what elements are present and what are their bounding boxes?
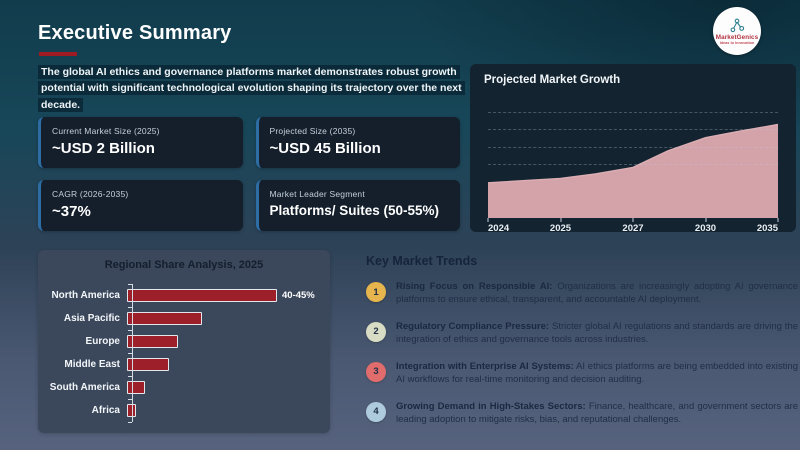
stat-card-leader-segment: Market Leader Segment Platforms/ Suites …: [255, 180, 460, 231]
gridline: [488, 146, 778, 148]
gridline: [488, 164, 778, 166]
bar-row: Asia Pacific: [38, 307, 330, 330]
stat-label: Current Market Size (2025): [52, 126, 160, 136]
bar-row: North America 40-45%: [38, 284, 330, 307]
x-tick-mark: [560, 218, 561, 222]
gridline: [488, 112, 778, 114]
trends-heading: Key Market Trends: [366, 254, 478, 268]
axis-tick-mark: [128, 284, 132, 285]
x-axis-label: 2024: [488, 223, 510, 234]
x-axis-label: 2027: [622, 223, 644, 234]
stat-card-current-size: Current Market Size (2025) ~USD 2 Billio…: [38, 117, 243, 168]
bar: [127, 358, 169, 371]
axis-tick-mark: [128, 376, 132, 377]
bar-track: [126, 399, 330, 422]
bar-track: [126, 376, 330, 399]
bar-category-label: Middle East: [64, 359, 120, 370]
gridline: [488, 128, 778, 130]
bar-category-label: Africa: [91, 405, 120, 416]
title-underline-accent: [39, 52, 77, 56]
marketgenics-logo: MarketGenics Ideas to Innovation: [713, 7, 761, 55]
trend-item-2: 2 Regulatory Compliance Pressure: Strict…: [366, 320, 798, 347]
trend-item-1: 1 Rising Focus on Responsible AI: Organi…: [366, 280, 798, 307]
regional-share-panel: Regional Share Analysis, 2025 North Amer…: [38, 250, 330, 433]
x-tick-mark: [487, 218, 489, 222]
trend-number-badge: 4: [366, 401, 386, 422]
bar-chart-rows: North America 40-45% Asia Pacific Europe Mid…: [38, 284, 330, 422]
x-tick-mark: [705, 218, 706, 222]
bar-data-label: 40-45%: [282, 290, 315, 301]
x-axis-label: 2030: [694, 223, 717, 234]
bar-category-label: North America: [51, 290, 120, 301]
bar-track: [126, 330, 330, 353]
bar-row: Africa: [38, 399, 330, 422]
bar: [127, 335, 178, 348]
x-axis-label: 2025: [549, 223, 572, 234]
key-market-trends-section: Key Market Trends 1 Rising Focus on Resp…: [366, 254, 798, 440]
stat-card-cagr: CAGR (2026-2035) ~37%: [38, 180, 243, 231]
stat-label: Market Leader Segment: [269, 189, 365, 199]
page-title: Executive Summary: [38, 22, 232, 44]
x-tick-mark: [632, 218, 634, 222]
bar-row: Middle East: [38, 353, 330, 376]
trend-item-3: 3 Integration with Enterprise AI Systems…: [366, 360, 798, 387]
bar-track: [126, 353, 330, 376]
growth-chart-title: Projected Market Growth: [484, 74, 621, 86]
axis-tick-mark: [128, 353, 132, 354]
intro-paragraph: The global AI ethics and governance plat…: [38, 64, 470, 113]
bar-category-label: South America: [49, 382, 120, 393]
trend-number-badge: 3: [366, 361, 386, 382]
bar: [127, 312, 202, 325]
bar-category-label: Asia Pacific: [63, 313, 120, 324]
projected-market-growth-panel: Projected Market Growth 2024 2025 2027 2030…: [470, 64, 796, 234]
area-top-line: [488, 125, 778, 183]
trend-text: Regulatory Compliance Pressure: Stricter…: [396, 320, 799, 346]
trend-number-badge: 1: [366, 282, 386, 302]
x-axis-label: 2035: [756, 223, 778, 234]
area-chart-x-axis: 2024 2025 2027 2030 2035: [487, 218, 779, 236]
axis-tick-mark: [128, 399, 132, 400]
stat-value: ~USD 45 Billion: [269, 140, 381, 157]
trend-item-4: 4 Growing Demand in High-Stakes Sectors:…: [366, 400, 798, 427]
area-chart-plot: [488, 108, 778, 218]
bar-category-label: Europe: [85, 336, 120, 347]
axis-tick-mark: [128, 307, 132, 308]
intro-text: The global AI ethics and governance plat…: [38, 65, 465, 112]
logo-name: MarketGenics: [715, 33, 759, 41]
bar: [127, 289, 277, 302]
regional-chart-title: Regional Share Analysis, 2025: [104, 259, 264, 271]
stat-cards-grid: Current Market Size (2025) ~USD 2 Billio…: [38, 117, 460, 231]
trend-text: Integration with Enterprise AI Systems: …: [396, 360, 798, 386]
bar-row: Europe: [38, 330, 330, 353]
axis-tick-mark: [128, 422, 132, 423]
x-tick-mark: [777, 218, 779, 222]
molecule-icon: [730, 18, 745, 32]
stat-value: ~USD 2 Billion: [52, 140, 155, 157]
stat-value: ~37%: [52, 203, 91, 220]
axis-tick-mark: [128, 330, 132, 331]
bar-row: South America: [38, 376, 330, 399]
stat-value: Platforms/ Suites (50-55%): [269, 203, 440, 218]
trend-number-badge: 2: [366, 321, 386, 342]
bar-chart-axis: [132, 284, 133, 422]
bar: [127, 381, 145, 394]
logo-tagline: Ideas to Innovation: [719, 40, 755, 45]
stat-card-projected-size: Projected Size (2035) ~USD 45 Billion: [255, 117, 460, 168]
trend-text: Growing Demand in High-Stakes Sectors: F…: [396, 400, 799, 426]
stat-label: Projected Size (2035): [269, 126, 356, 136]
bar-track: 40-45%: [126, 284, 330, 307]
trend-text: Rising Focus on Responsible AI: Organiza…: [396, 281, 799, 306]
area-chart: [488, 108, 778, 218]
bar: [127, 404, 136, 417]
bar-track: [126, 307, 330, 330]
stat-label: CAGR (2026-2035): [52, 189, 129, 199]
area-fill-shape: [488, 124, 778, 218]
